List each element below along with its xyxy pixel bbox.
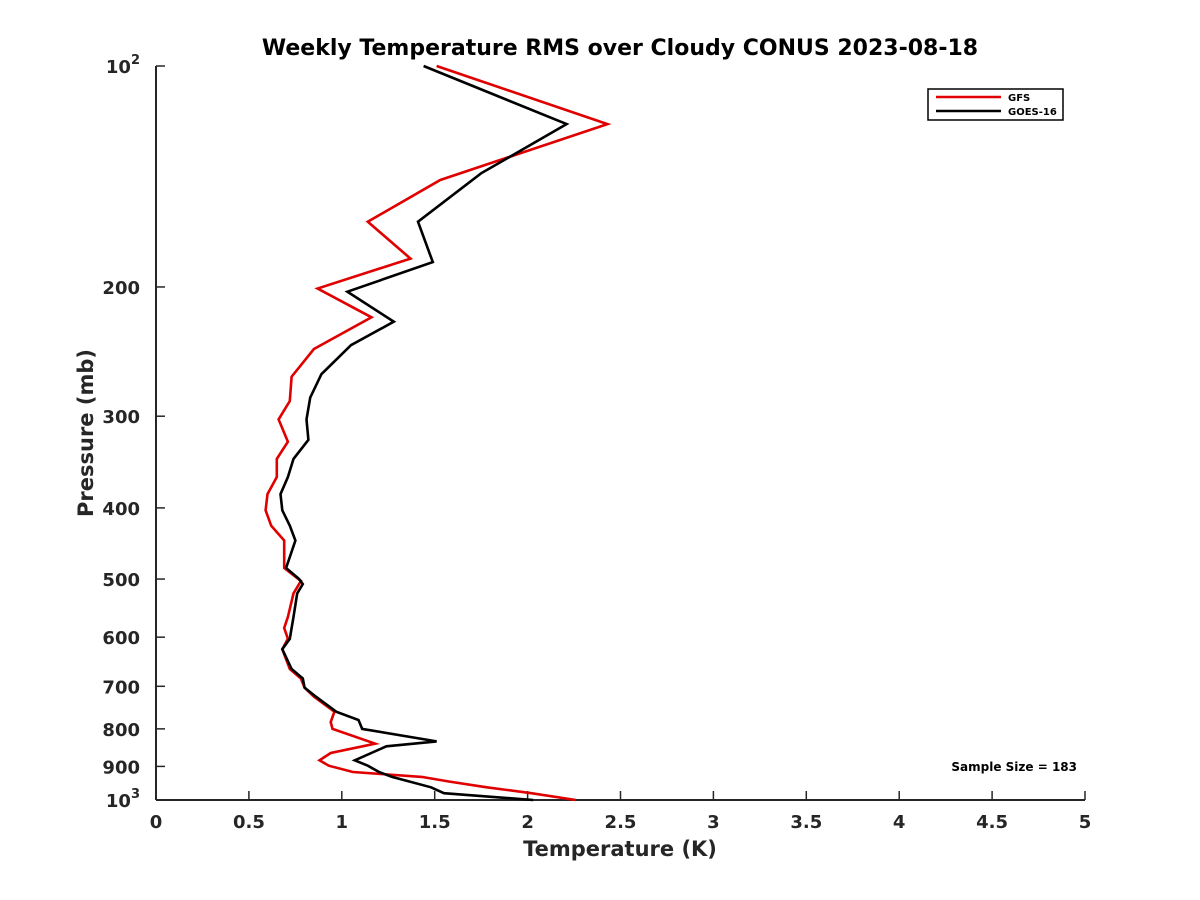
x-tick-label: 0.5 xyxy=(233,812,265,833)
x-tick-label: 5 xyxy=(1079,812,1092,833)
y-tick-label-base: 800 xyxy=(102,720,140,741)
x-tick-label: 3 xyxy=(707,812,720,833)
y-tick-label-base: 10 xyxy=(106,57,131,78)
x-tick-label: 4 xyxy=(893,812,906,833)
y-tick-label-base: 200 xyxy=(102,278,140,299)
legend-label-gfs: GFS xyxy=(1008,93,1030,104)
sample-size-annotation: Sample Size = 183 xyxy=(951,760,1077,774)
y-tick-label: 103 xyxy=(106,787,140,812)
y-tick-label-base: 700 xyxy=(102,677,140,698)
y-tick-label: 102 xyxy=(106,53,140,78)
x-tick-label: 3.5 xyxy=(790,812,822,833)
legend: GFS GOES-16 xyxy=(927,88,1064,121)
y-tick-label: 200 xyxy=(102,278,140,299)
x-ticks: 0 0.5 1 1.5 2 2.5 3 3.5 4 4.5 5 xyxy=(150,791,1092,833)
y-tick-label-base: 400 xyxy=(102,499,140,520)
y-axis-label: Pressure (mb) xyxy=(74,349,98,517)
x-axis-label: Temperature (K) xyxy=(523,837,717,861)
series-group xyxy=(264,64,612,802)
x-tick-label: 1 xyxy=(336,812,349,833)
chart-title: Weekly Temperature RMS over Cloudy CONUS… xyxy=(262,36,978,61)
y-tick-label-base: 900 xyxy=(102,757,140,778)
legend-label-goes16: GOES-16 xyxy=(1008,107,1057,118)
x-tick-label: 2 xyxy=(521,812,534,833)
y-tick-label: 900 xyxy=(102,757,140,778)
x-tick-label: 0 xyxy=(150,812,163,833)
y-tick-label: 300 xyxy=(102,407,140,428)
y-tick-label-base: 300 xyxy=(102,407,140,428)
y-tick-label: 700 xyxy=(102,677,140,698)
x-tick-label: 1.5 xyxy=(419,812,451,833)
y-tick-label: 600 xyxy=(102,628,140,649)
y-tick-label-base: 10 xyxy=(106,791,131,812)
series-line-goes16 xyxy=(279,64,570,802)
series-line-gfs xyxy=(264,64,612,802)
y-tick-label-base: 600 xyxy=(102,628,140,649)
y-tick-label: 500 xyxy=(102,570,140,591)
legend-box xyxy=(927,88,1064,121)
y-tick-label-exponent: 2 xyxy=(131,53,140,68)
y-tick-label: 400 xyxy=(102,499,140,520)
x-tick-label: 2.5 xyxy=(605,812,637,833)
y-tick-label-exponent: 3 xyxy=(131,787,140,802)
x-tick-label: 4.5 xyxy=(976,812,1008,833)
y-tick-label: 800 xyxy=(102,720,140,741)
y-tick-label-base: 500 xyxy=(102,570,140,591)
